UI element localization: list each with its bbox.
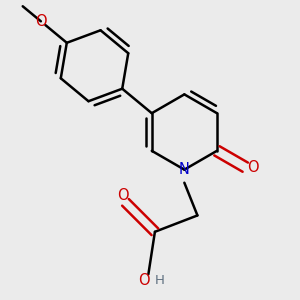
- Text: H: H: [155, 274, 165, 287]
- Text: O: O: [138, 273, 149, 288]
- Text: O: O: [117, 188, 129, 202]
- Text: O: O: [35, 14, 47, 29]
- Text: O: O: [247, 160, 258, 175]
- Text: N: N: [179, 162, 190, 177]
